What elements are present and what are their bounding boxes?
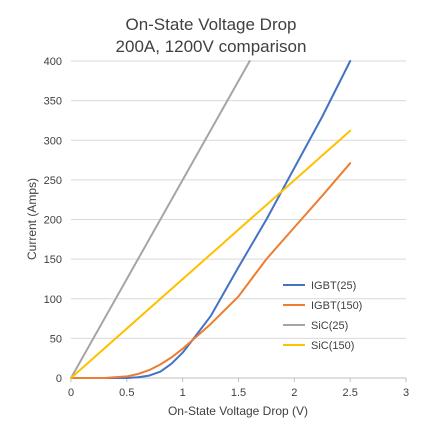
y-tick-labels: 0 50 100 150 200 250 300 350 400 bbox=[44, 56, 62, 385]
chart-subtitle: 200A, 1200V comparison bbox=[116, 37, 307, 56]
y-tick-label: 200 bbox=[44, 215, 62, 227]
series-line-igbt-25 bbox=[70, 60, 352, 379]
series-line-sic-25 bbox=[70, 60, 251, 379]
series-lines bbox=[70, 60, 352, 379]
x-tick-label: 3 bbox=[403, 387, 409, 399]
gridlines bbox=[71, 60, 406, 339]
legend-label-sic-25: SiC(25) bbox=[311, 320, 348, 332]
y-tick-label: 350 bbox=[44, 96, 62, 108]
x-axis-label: On-State Voltage Drop (V) bbox=[168, 404, 308, 418]
legend-label-igbt-150: IGBT(150) bbox=[311, 300, 362, 312]
y-tick-label: 100 bbox=[44, 294, 62, 306]
x-tick-label: 1.5 bbox=[231, 387, 246, 399]
x-tick-label: 0.5 bbox=[119, 387, 134, 399]
y-axis-label: Current (Amps) bbox=[25, 178, 39, 260]
x-tick-label: 2.5 bbox=[343, 387, 358, 399]
y-tick-label: 150 bbox=[44, 254, 62, 266]
x-tick-label: 0 bbox=[68, 387, 74, 399]
y-tick-label: 300 bbox=[44, 135, 62, 147]
series-line-sic-150 bbox=[70, 129, 352, 379]
legend: IGBT(25) IGBT(150) SiC(25) SiC(150) bbox=[283, 280, 362, 352]
x-tick-label: 1 bbox=[180, 387, 186, 399]
legend-label-sic-150: SiC(150) bbox=[311, 340, 354, 352]
legend-label-igbt-25: IGBT(25) bbox=[311, 280, 356, 292]
y-tick-label: 400 bbox=[44, 56, 62, 68]
y-tick-label: 0 bbox=[56, 373, 62, 385]
series-line-igbt-150 bbox=[70, 162, 352, 379]
x-tick-labels: 0 0.5 1 1.5 2 2.5 3 bbox=[68, 387, 409, 399]
y-tick-label: 250 bbox=[44, 175, 62, 187]
chart-title: On-State Voltage Drop bbox=[125, 15, 296, 34]
x-tick-label: 2 bbox=[291, 387, 297, 399]
y-tick-label: 50 bbox=[50, 333, 62, 345]
